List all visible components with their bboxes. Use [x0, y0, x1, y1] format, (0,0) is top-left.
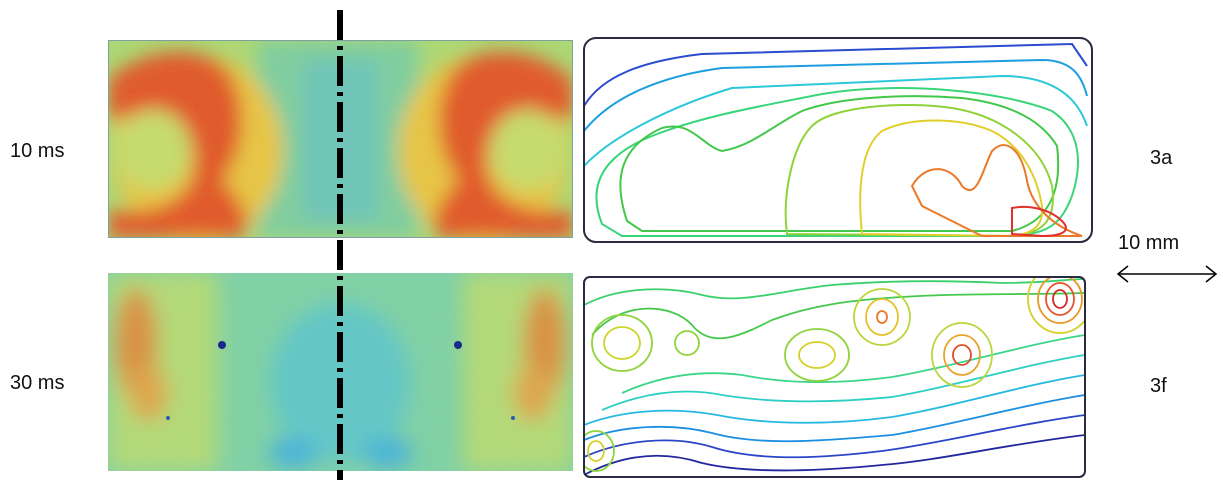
symmetry-axis-dashed-line	[337, 10, 343, 480]
contour-plot-3f	[583, 276, 1086, 478]
scale-bar-label: 10 mm	[1118, 232, 1180, 254]
time-label-30ms: 30 ms	[10, 372, 65, 394]
time-label-10ms: 10 ms	[10, 140, 65, 162]
contour-plot-3a	[583, 37, 1093, 243]
panel-id-3f: 3f	[1150, 375, 1167, 397]
panel-id-3a: 3a	[1150, 147, 1173, 169]
scale-bar-arrow	[1116, 265, 1218, 283]
